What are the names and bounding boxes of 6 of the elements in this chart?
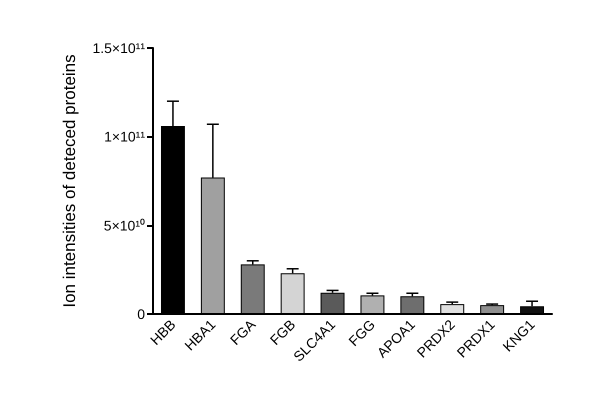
y-tick-label: 1.5×10¹¹ [92, 40, 146, 56]
y-tick-label: 5×10¹⁰ [104, 217, 145, 234]
y-axis-title: Ion intensities of deteced proteins [60, 54, 79, 308]
y-tick-label: 1×10¹¹ [104, 128, 146, 145]
x-tick-label: FGA [226, 316, 259, 348]
y-tick-label: 0 [137, 306, 146, 322]
